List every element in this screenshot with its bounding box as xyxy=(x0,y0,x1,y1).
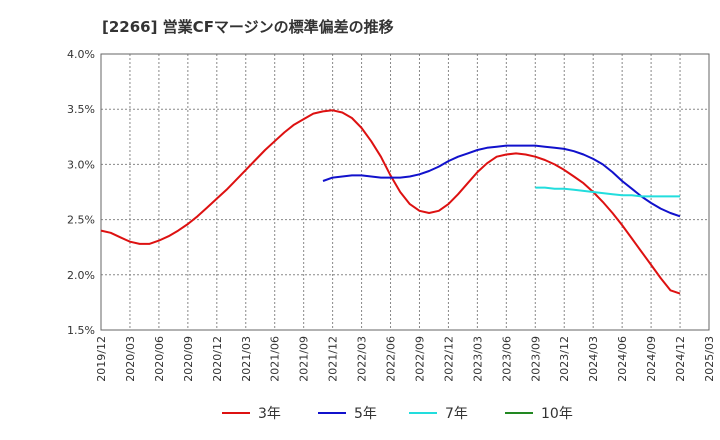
x-tick-label: 2020/09 xyxy=(182,336,195,382)
grid xyxy=(101,54,709,330)
y-tick-label: 3.5% xyxy=(67,103,95,116)
plot-frame xyxy=(100,53,710,331)
series-line xyxy=(535,186,680,198)
y-tick-label: 1.5% xyxy=(67,324,95,337)
series-line xyxy=(100,109,681,295)
legend-label: 7年 xyxy=(445,406,468,422)
y-tick-label: 3.0% xyxy=(67,158,95,171)
legend-label: 5年 xyxy=(354,406,377,422)
x-tick-label: 2020/12 xyxy=(211,336,224,382)
x-tick-label: 2022/12 xyxy=(442,336,455,382)
x-tick-label: 2022/09 xyxy=(413,336,426,382)
x-tick-label: 2023/06 xyxy=(500,336,513,382)
series-layer xyxy=(100,109,681,295)
x-tick-label: 2021/03 xyxy=(240,336,253,382)
x-tick-label: 2024/06 xyxy=(616,336,629,382)
x-tick-label: 2021/09 xyxy=(298,336,311,382)
y-tick-label: 2.5% xyxy=(67,214,95,227)
legend-label: 10年 xyxy=(541,406,573,422)
x-tick-label: 2020/03 xyxy=(124,336,137,382)
x-axis: 2019/12 2020/03 2020/06 2020/09 2020/12 2021/… xyxy=(95,336,716,382)
x-tick-label: 2023/09 xyxy=(529,336,542,382)
x-tick-label: 2023/03 xyxy=(471,336,484,382)
chart-title: [2266] 営業CFマージンの標準偏差の推移 xyxy=(102,18,394,36)
x-tick-label: 2022/06 xyxy=(385,336,398,382)
x-tick-label: 2020/06 xyxy=(153,336,166,382)
x-tick-label: 2021/12 xyxy=(327,336,340,382)
legend: 3年 5年 7年 10年 xyxy=(222,406,573,422)
x-tick-label: 2024/09 xyxy=(645,336,658,382)
x-tick-label: 2025/03 xyxy=(703,336,716,382)
y-tick-label: 2.0% xyxy=(67,269,95,282)
x-tick-label: 2021/06 xyxy=(269,336,282,382)
x-tick-label: 2019/12 xyxy=(95,336,108,382)
x-tick-label: 2024/03 xyxy=(587,336,600,382)
y-axis: 1.5% 2.0% 2.5% 3.0% 3.5% 4.0% xyxy=(67,48,95,337)
x-tick-label: 2023/12 xyxy=(558,336,571,382)
legend-label: 3年 xyxy=(258,406,281,422)
y-tick-label: 4.0% xyxy=(67,48,95,61)
x-tick-label: 2022/03 xyxy=(356,336,369,382)
x-tick-label: 2024/12 xyxy=(674,336,687,382)
series-line xyxy=(322,144,681,218)
